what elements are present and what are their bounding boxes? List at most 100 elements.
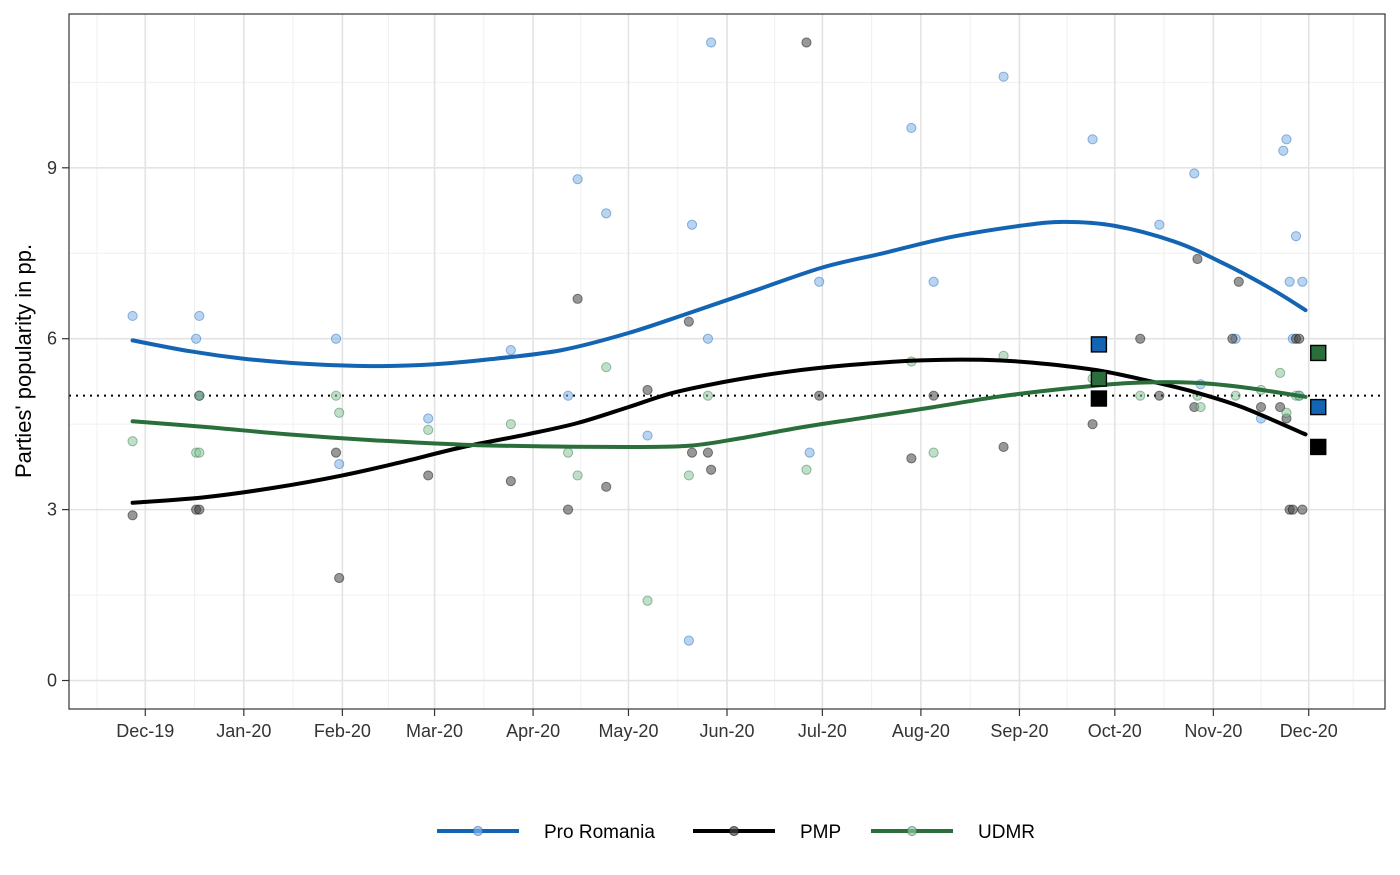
udmr-poll-point (330, 390, 342, 401)
y-axis: 0 3 6 9 (47, 158, 69, 691)
udmr-result-marker (1310, 344, 1327, 362)
x-tick-label: Nov-20 (1184, 721, 1242, 741)
udmr-poll-point (194, 447, 205, 458)
udmr-poll-point (505, 419, 516, 430)
y-tick-label: 6 (47, 329, 57, 349)
x-tick-label: Apr-20 (506, 721, 560, 741)
pmp-poll-point (1227, 333, 1238, 344)
pro-romania-result-marker (1090, 336, 1108, 353)
pro-romania-poll-point (330, 333, 342, 344)
pro-romania-poll-point (998, 71, 1009, 82)
pmp-poll-point (194, 504, 205, 515)
legend-label: Pro Romania (544, 822, 655, 843)
pro-romania-poll-point (191, 333, 202, 344)
udmr-poll-point (1230, 390, 1241, 401)
pro-romania-result-marker (1310, 398, 1327, 416)
pmp-poll-point (127, 510, 138, 521)
pmp-poll-point (706, 464, 717, 475)
udmr-poll-point (127, 436, 138, 447)
pro-romania-poll-point (706, 37, 717, 48)
pro-romania-poll-point (906, 122, 917, 134)
udmr-poll-point (572, 470, 583, 481)
pmp-poll-point (998, 441, 1009, 453)
legend-key-point (728, 825, 740, 837)
udmr-poll-point (423, 424, 434, 435)
trend-layer (130, 219, 1308, 505)
pmp-poll-point (814, 390, 825, 401)
pmp-poll-point (1287, 504, 1298, 515)
pmp-poll-point (1192, 253, 1203, 265)
pro-romania-poll-point (194, 310, 205, 322)
legend: Pro Romania PMP UDMR (437, 822, 1035, 843)
pro-romania-poll-point (1087, 134, 1098, 145)
pmp-poll-point (572, 293, 583, 304)
x-tick-label: Oct-20 (1088, 721, 1142, 741)
udmr-poll-point (1275, 367, 1286, 378)
x-tick-label: Dec-19 (116, 721, 174, 741)
pro-romania-poll-point (505, 345, 516, 356)
udmr-poll-point (642, 595, 653, 606)
pmp-poll-point (1294, 333, 1305, 344)
pro-romania-poll-point (1154, 219, 1165, 230)
pro-romania-poll-point (1284, 276, 1295, 287)
udmr-poll-point (194, 390, 205, 401)
pro-romania-poll-point (334, 458, 345, 470)
legend-item-udmr: UDMR (871, 822, 1035, 843)
legend-item-pmp: PMP (693, 822, 841, 843)
pmp-poll-point (1275, 401, 1286, 413)
udmr-poll-point (1135, 390, 1146, 401)
pmp-poll-point (928, 390, 939, 401)
pmp-poll-point (334, 572, 345, 584)
y-tick-label: 3 (47, 500, 57, 520)
legend-key-point (906, 825, 918, 837)
x-tick-label: Mar-20 (406, 721, 463, 741)
pmp-poll-point (1154, 390, 1165, 401)
udmr-poll-point (562, 447, 574, 458)
pro-romania-poll-point (814, 276, 825, 287)
pro-romania-poll-point (1290, 231, 1302, 242)
pmp-result-marker (1310, 438, 1327, 456)
x-tick-label: Dec-20 (1280, 721, 1338, 741)
x-tick-label: Jan-20 (216, 721, 271, 741)
y-tick-label: 0 (47, 671, 57, 691)
x-tick-label: Jul-20 (798, 721, 847, 741)
x-axis: Dec-19 Jan-20 Feb-20 Mar-20 Apr-20 May-20 Jun-… (116, 709, 1338, 741)
pmp-poll-point (702, 447, 714, 458)
x-tick-label: May-20 (598, 721, 658, 741)
udmr-result-marker (1090, 370, 1108, 387)
x-tick-label: Jun-20 (699, 721, 754, 741)
x-tick-label: Sep-20 (990, 721, 1048, 741)
pro-romania-poll-point (928, 276, 939, 287)
udmr-poll-point (801, 464, 812, 475)
pmp-poll-point (686, 447, 698, 458)
pmp-poll-point (1255, 401, 1267, 413)
pmp-poll-point (330, 447, 342, 458)
marker-layer (1090, 336, 1327, 456)
pro-romania-poll-point (702, 333, 714, 344)
udmr-poll-point (601, 362, 612, 373)
pro-romania-poll-point (683, 635, 694, 646)
pro-romania-poll-point (127, 310, 138, 322)
pro-romania-poll-point (1297, 276, 1308, 287)
pro-romania-poll-point (572, 174, 583, 185)
pmp-poll-point (562, 504, 574, 515)
pmp-poll-point (1087, 419, 1098, 430)
pmp-poll-point (505, 476, 516, 487)
pmp-poll-point (642, 384, 653, 396)
udmr-poll-point (334, 407, 345, 418)
pmp-result-marker (1090, 390, 1108, 407)
legend-label: PMP (800, 822, 841, 843)
pmp-poll-point (683, 316, 694, 327)
x-tick-label: Aug-20 (892, 721, 950, 741)
pro-romania-poll-point (601, 208, 612, 219)
pro-romania-poll-point (686, 219, 698, 230)
udmr-poll-point (928, 447, 939, 458)
udmr-poll-point (683, 470, 694, 481)
x-tick-label: Feb-20 (314, 721, 371, 741)
pmp-poll-point (906, 453, 917, 464)
pro-romania-trend-line (130, 219, 1308, 369)
y-tick-label: 9 (47, 158, 57, 178)
udmr-poll-point (1195, 401, 1206, 413)
udmr-trend-line (130, 380, 1308, 450)
